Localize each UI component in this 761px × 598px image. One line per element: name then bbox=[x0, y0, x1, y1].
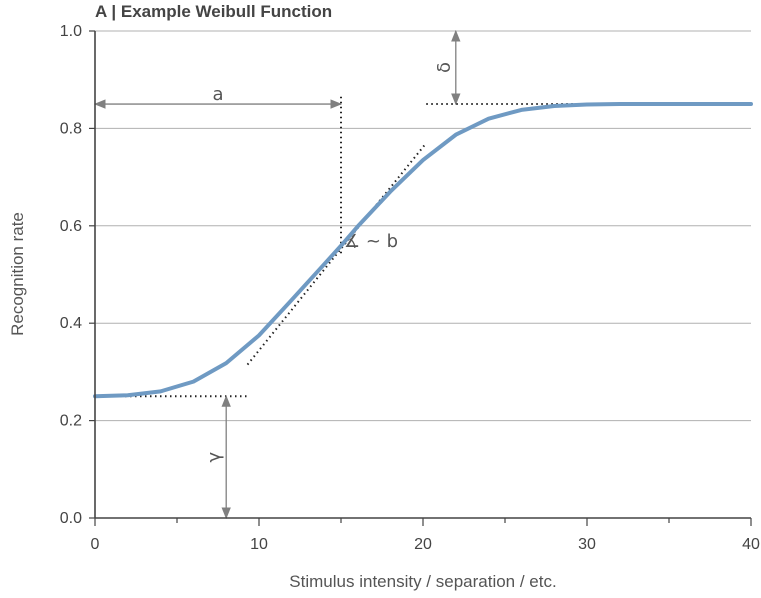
axes: 0.0 0.2 0.4 0.6 0.8 1.0 0 10 20 30 40 bbox=[60, 23, 760, 553]
y-tick-label: 0.2 bbox=[60, 413, 82, 430]
x-tick-label: 0 bbox=[91, 536, 100, 553]
y-tick-label: 0.8 bbox=[60, 120, 82, 137]
x-tick-label: 30 bbox=[578, 536, 596, 553]
a-label: a bbox=[212, 84, 223, 105]
x-axis-label: Stimulus intensity / separation / etc. bbox=[289, 572, 556, 591]
y-tick-label: 0.0 bbox=[60, 510, 82, 527]
y-tick-label: 0.4 bbox=[60, 315, 82, 332]
x-tick-label: 20 bbox=[414, 536, 432, 553]
y-axis-label: Recognition rate bbox=[8, 212, 27, 336]
slope-tangent-line bbox=[246, 142, 428, 366]
y-tick-label: 0.6 bbox=[60, 218, 82, 235]
delta-label: δ bbox=[434, 62, 455, 73]
y-tick-label: 1.0 bbox=[60, 23, 82, 40]
chart-title: A | Example Weibull Function bbox=[95, 2, 332, 21]
b-label: ∡ ~ b bbox=[344, 231, 398, 252]
gamma-label: γ bbox=[204, 451, 225, 462]
x-tick-label: 10 bbox=[250, 536, 268, 553]
series-layer bbox=[93, 102, 753, 399]
x-tick-label: 40 bbox=[742, 536, 760, 553]
weibull-curve bbox=[93, 102, 753, 399]
